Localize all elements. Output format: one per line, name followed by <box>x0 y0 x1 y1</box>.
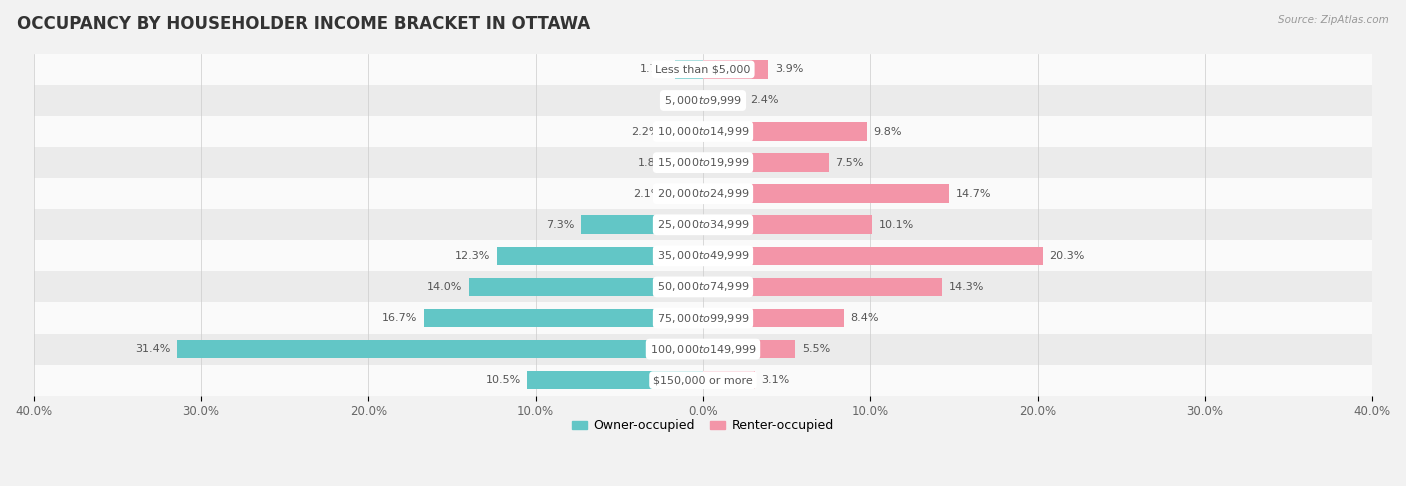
Text: $5,000 to $9,999: $5,000 to $9,999 <box>664 94 742 107</box>
Text: 16.7%: 16.7% <box>381 313 416 323</box>
Text: 0.03%: 0.03% <box>661 95 696 105</box>
Text: Source: ZipAtlas.com: Source: ZipAtlas.com <box>1278 15 1389 25</box>
Bar <box>668 184 703 203</box>
Text: 14.7%: 14.7% <box>956 189 991 199</box>
Text: 10.1%: 10.1% <box>879 220 914 230</box>
Bar <box>34 54 1372 85</box>
Text: 2.1%: 2.1% <box>633 189 661 199</box>
Text: 3.1%: 3.1% <box>762 375 790 385</box>
Text: 1.8%: 1.8% <box>638 157 666 168</box>
Text: 9.8%: 9.8% <box>873 126 903 137</box>
Text: 2.2%: 2.2% <box>631 126 659 137</box>
Text: OCCUPANCY BY HOUSEHOLDER INCOME BRACKET IN OTTAWA: OCCUPANCY BY HOUSEHOLDER INCOME BRACKET … <box>17 15 591 33</box>
Bar <box>673 153 703 172</box>
Text: 20.3%: 20.3% <box>1049 251 1085 261</box>
Legend: Owner-occupied, Renter-occupied: Owner-occupied, Renter-occupied <box>568 414 838 437</box>
Bar <box>34 178 1372 209</box>
Text: 3.9%: 3.9% <box>775 65 803 74</box>
Bar <box>34 240 1372 271</box>
Text: 2.4%: 2.4% <box>749 95 779 105</box>
Text: Less than $5,000: Less than $5,000 <box>655 65 751 74</box>
Bar <box>703 215 872 234</box>
Bar <box>703 278 942 296</box>
Text: $15,000 to $19,999: $15,000 to $19,999 <box>657 156 749 169</box>
Bar <box>34 116 1372 147</box>
Bar <box>666 122 703 141</box>
Bar <box>703 246 1043 265</box>
Text: 10.5%: 10.5% <box>485 375 520 385</box>
Bar <box>423 309 703 328</box>
Bar <box>34 364 1372 396</box>
Bar <box>703 340 794 358</box>
Bar <box>581 215 703 234</box>
Text: $20,000 to $24,999: $20,000 to $24,999 <box>657 187 749 200</box>
Text: $25,000 to $34,999: $25,000 to $34,999 <box>657 218 749 231</box>
Text: 31.4%: 31.4% <box>135 344 170 354</box>
Bar <box>177 340 703 358</box>
Bar <box>703 91 744 110</box>
Bar <box>34 147 1372 178</box>
Text: $150,000 or more: $150,000 or more <box>654 375 752 385</box>
Bar <box>703 122 868 141</box>
Bar <box>468 278 703 296</box>
Text: 14.0%: 14.0% <box>426 282 463 292</box>
Bar <box>675 60 703 79</box>
Bar <box>703 60 768 79</box>
Text: $10,000 to $14,999: $10,000 to $14,999 <box>657 125 749 138</box>
Bar <box>703 184 949 203</box>
Bar <box>34 271 1372 302</box>
Text: 5.5%: 5.5% <box>801 344 830 354</box>
Text: 7.5%: 7.5% <box>835 157 863 168</box>
Text: 12.3%: 12.3% <box>456 251 491 261</box>
Text: 14.3%: 14.3% <box>949 282 984 292</box>
Bar <box>34 85 1372 116</box>
Bar <box>527 371 703 389</box>
Text: $100,000 to $149,999: $100,000 to $149,999 <box>650 343 756 356</box>
Bar <box>703 309 844 328</box>
Bar <box>498 246 703 265</box>
Text: 8.4%: 8.4% <box>851 313 879 323</box>
Text: 1.7%: 1.7% <box>640 65 668 74</box>
Bar <box>34 209 1372 240</box>
Bar <box>703 153 828 172</box>
Bar <box>703 371 755 389</box>
Bar <box>34 302 1372 333</box>
Text: 7.3%: 7.3% <box>546 220 574 230</box>
Bar <box>34 333 1372 364</box>
Text: $50,000 to $74,999: $50,000 to $74,999 <box>657 280 749 294</box>
Text: $35,000 to $49,999: $35,000 to $49,999 <box>657 249 749 262</box>
Text: $75,000 to $99,999: $75,000 to $99,999 <box>657 312 749 325</box>
